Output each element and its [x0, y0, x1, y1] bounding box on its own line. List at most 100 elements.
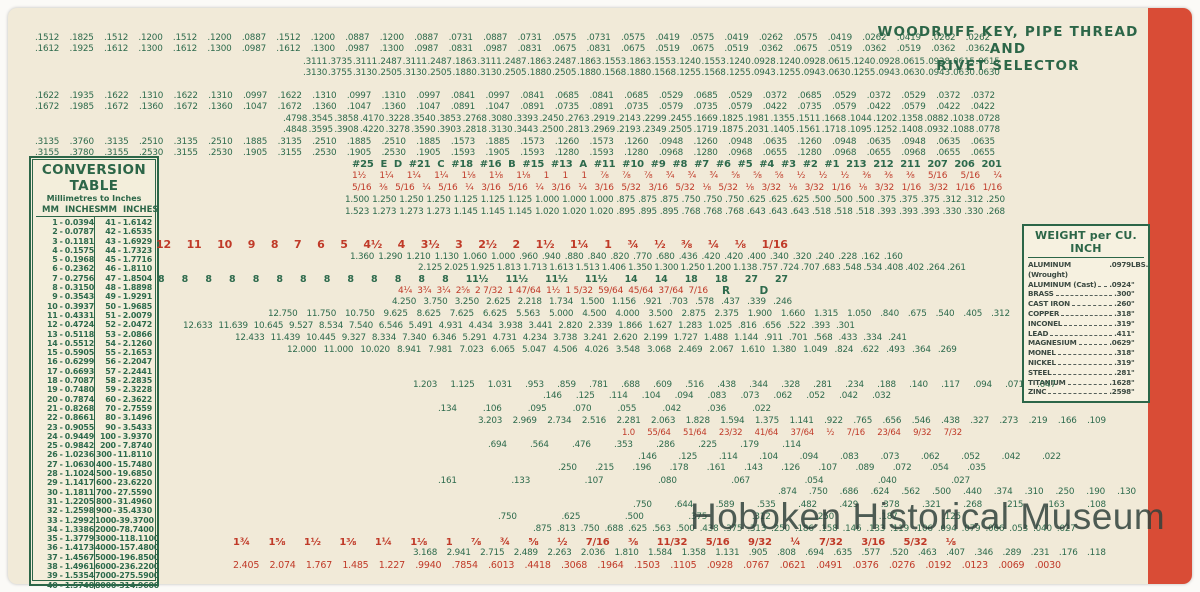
scale-value: 1.156 — [611, 297, 636, 307]
scale-row-3[interactable]: .3111.3735.3111.2487.3111.2487.1863.3111… — [303, 57, 1000, 67]
rivet-row-7[interactable]: .250 .215 .196 .178 .161 .143 .126 .107 .089 .072… — [558, 463, 986, 473]
inch-value: 2.1260 — [122, 338, 152, 348]
scale-row-10[interactable]: .3155 .3780 .3155 .2530 .3155 .2530 .1905 .3155… — [35, 148, 995, 158]
pipe-id-row-1[interactable]: 12.633 11.639 10.645 9.527 8.534 7.540 6.546 5.… — [183, 321, 855, 331]
key-decimal-row-1[interactable]: 1.500 1.250 1.250 1.250 1.125 1.125 1.125 1.000… — [345, 195, 1005, 205]
scale-row-4[interactable]: .3130.3755.3130.2505.3130.2505.1880.3130… — [303, 68, 1000, 78]
dash: - — [59, 264, 63, 274]
scale-value: 3.500 — [648, 309, 673, 319]
threads-per-inch-row[interactable]: 8 8 8 8 8 8 8 8 8 8 8 8 8 11½ 11½ 11½ 11½ 14 14 18 18 27 27 — [158, 274, 788, 285]
scale-value: 8 — [276, 274, 283, 285]
rivet-row-3[interactable]: .134 .106 .095 .070 .055 .042 .036 .022 — [438, 404, 771, 414]
conversion-row-right: 53-2.0866 — [95, 330, 152, 339]
scale-value: 1.000 — [490, 252, 516, 262]
scale-value: .1512 — [276, 33, 301, 43]
pipe-od-row[interactable]: 12.750 11.750 10.750 9.625 8.625 7.625 6.625 5.… — [268, 309, 1010, 319]
scale-row-9[interactable]: .3135 .3760 .3135 .2510 .3135 .2510 .1885 .3135… — [35, 137, 995, 147]
mm-value: 39 — [46, 571, 58, 581]
rivet-row-13[interactable]: 3.168 2.941 2.715 2.489 2.263 2.036 1.810 1.584… — [413, 548, 1106, 558]
pipe-id-row-3[interactable]: 12.000 11.000 10.020 8.941 7.981 7.023 6.065 5.… — [287, 345, 957, 355]
scale-value: .0735 — [797, 102, 822, 112]
rivet-row-1[interactable]: 1.203 1.125 1.031 .953 .859 .781 .688 .609 .516.… — [413, 380, 1056, 390]
scale-value: 1.925 — [470, 263, 495, 273]
rivet-row-4[interactable]: 3.203 2.969 2.734 2.516 2.281 2.063 1.828 1.594… — [478, 416, 1106, 426]
scale-value: .1360 — [312, 102, 337, 112]
rivet-row-12[interactable]: .875 .813 .750 .688 .625 .563 .500 .438 .375 .313… — [533, 524, 1076, 534]
scale-value: 1/16 — [982, 183, 1003, 193]
dash: - — [117, 413, 121, 423]
scale-value: .310 — [1024, 487, 1044, 497]
scale-value: 2.074 — [269, 560, 296, 571]
scale-value: .320 — [792, 252, 812, 262]
key-width-fractions[interactable]: 5/16 ⅜ 5/16 ¼ 5/16 ¼ 3/16 5/16 ¼ 3/16 ¼ 3/16 5/32 3/1… — [352, 183, 1002, 193]
rivet-row-9[interactable]: .874 .750 .686 .624 .562 .500 .440 .374 .310 .250… — [778, 487, 1136, 497]
page-title: WOODRUFF KEY, PIPE THREAD AND RIVET SELE… — [868, 24, 1148, 75]
scale-value: .589 — [715, 500, 735, 510]
slide-card[interactable] — [8, 8, 1192, 584]
scale-value: 1.145 — [507, 207, 533, 217]
scale-value: 2.516 — [581, 416, 607, 426]
dash: - — [116, 515, 120, 525]
scale-value: .922 — [824, 416, 843, 426]
scale-row-6[interactable]: .1672 .1985 .1672 .1360 .1672 .1360 .1047 .1672… — [35, 102, 995, 112]
weight-row: ZINC .2598 " — [1028, 387, 1144, 397]
scale-row-8[interactable]: .4848.3595.3908.4220.3278.3590.3903.2818… — [283, 125, 1000, 135]
dash: - — [117, 403, 121, 413]
scale-row-7[interactable]: .4798.3545.3858.4170.3228.3540.3853.2768… — [283, 114, 1000, 124]
scale-value: ½ — [654, 238, 666, 251]
rivet-area-row[interactable]: 2.405 2.074 1.767 1.485 1.227 .9940 .7854 .6013… — [233, 560, 1061, 571]
scale-value: 7.981 — [428, 345, 453, 355]
scale-value: .052 — [961, 452, 981, 462]
dash: - — [59, 524, 63, 534]
rivet-row-5[interactable]: .694 .564 .476 .353 .286 .225 .179 .114 — [488, 440, 801, 450]
rivet-row-10[interactable]: .750 .644 .589 .535 .482 .429 .378 .321 .268 .215… — [633, 500, 1106, 510]
scale-value: 8 — [323, 274, 331, 285]
scale-row-5[interactable]: .1622 .1935 .1622 .1310 .1622 .1310 .0997 .1622… — [35, 91, 995, 101]
rivet-fractions-row[interactable]: 1.0 55/64 51/64 23/32 41/64 37/64 ½ 7/16 23/64 9/… — [622, 428, 962, 438]
scale-value: 5/32 — [718, 183, 738, 193]
scale-value: .0519 — [724, 44, 749, 54]
dash: - — [116, 543, 120, 553]
slide-edge-band[interactable] — [1148, 8, 1192, 584]
pipe-id-row-2[interactable]: 12.433 11.439 10.445 9.327 8.334 7.340 6.346 5.… — [235, 333, 907, 343]
scale-row-1[interactable]: .1512 .1825 .1512 .1200 .1512 .1200 .0887 .1512… — [35, 33, 990, 43]
scale-value: .0831 — [517, 44, 542, 54]
scale-value: .905 — [748, 548, 768, 558]
key-size-labels[interactable]: #25 E D #21 C #18 #16 B #15 #13 A #11 #10 #9 #8 #7 #6 #5 #… — [352, 159, 1002, 170]
dash: - — [117, 357, 121, 367]
scale-value: ⅛ — [702, 183, 711, 193]
key-decimal-row-2[interactable]: 1.523 1.273 1.273 1.273 1.145 1.145 1.145 1.020… — [345, 207, 1005, 217]
rivet-size-fractions[interactable]: 1¾ 1⅝ 1½ 1⅜ 1¼ 1⅛ 1 ⅞ ¾ ⅝ ½ 7/16 ⅜ 11/32 5/16 9/32 ¼ 7/32… — [233, 537, 956, 548]
dash: - — [117, 329, 121, 339]
scale-value: .433 — [838, 333, 858, 343]
conversion-row-right: 900-35.4330 — [95, 506, 152, 515]
pipe-row-2[interactable]: 2.125 2.025 1.925 1.813 1.713 1.613 1.513 1.406… — [418, 263, 966, 273]
pipe-mixed-fractions[interactable]: 4¼ 3¾ 3¼ 2⅝ 2 7/32 1 47/64 1½ 1 5/32 59/64 45/64 3… — [398, 286, 708, 296]
material-name: STEEL — [1028, 367, 1052, 377]
scale-value: .163 — [1045, 500, 1065, 510]
key-diameter-fractions[interactable]: 1½ 1¼ 1¼ 1¼ 1⅛ 1⅛ 1⅛ 1 1 1 ⅞ ⅞ ⅞ ¾ ¾ ¾ ⅝ ⅝ ⅝ ½ ½ ½ ⅜ ⅜ ⅜ 5/16 5/16… — [352, 171, 1002, 181]
pipe-row-3[interactable]: 4.250 3.750 3.250 2.625 2.218 1.734 1.500 1.156… — [392, 297, 792, 307]
scale-value: D — [759, 285, 768, 297]
scale-value: .0997 — [242, 91, 268, 101]
rivet-row-8[interactable]: .161 .133 .107 .080 .067 .054 .040 .027 — [438, 476, 970, 486]
scale-row-2[interactable]: .1612 .1925 .1612 .1300 .1612 .1300 .0987 .1612… — [35, 44, 990, 54]
mm-value: 1000 — [95, 515, 117, 525]
scale-value: .117 — [941, 380, 960, 390]
scale-value: E — [380, 159, 388, 170]
mm-value: 34 — [46, 524, 58, 534]
pipe-row-1[interactable]: 1.360 1.290 1.210 1.130 1.060 1.000.960.940.8… — [350, 252, 903, 262]
scale-value: .089 — [855, 463, 875, 473]
scale-value: .3780 — [69, 148, 94, 158]
scale-value: 7.023 — [459, 345, 484, 355]
rivet-row-2[interactable]: .146 .125 .114 .104 .094 .083 .073 .062 .052 .042… — [543, 391, 891, 401]
scale-value: .0362 — [965, 44, 990, 54]
scale-value: ¼ — [707, 238, 720, 251]
pipe-size-labels[interactable]: 12 11 10 9 8 7 6 5 4½ 4 3½ 3 2½ 2 1½ 1¼ 1 ¾ ½ ⅜ ¼ ⅛ 1/16 — [156, 238, 788, 251]
rivet-row-11[interactable]: .750 .625 .500 .375 .312 .250 .187 .125 — [498, 512, 961, 522]
inch-value: 0.8661 — [64, 413, 94, 423]
scale-value: 1.273 — [372, 207, 397, 217]
rivet-row-6[interactable]: .146 .125 .114 .104 .094 .083 .073 .062 .052 .042… — [638, 452, 1061, 462]
scale-value: 12.433 — [235, 333, 265, 343]
